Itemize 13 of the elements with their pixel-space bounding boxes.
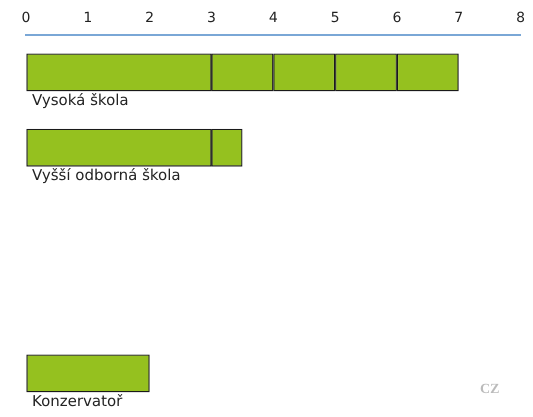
x-tick-label: 7 — [454, 10, 464, 26]
x-tick-label: 4 — [268, 10, 278, 26]
y-tick-label: Konzervatoř — [32, 392, 124, 410]
x-tick-label: 0 — [22, 10, 30, 26]
x-tick-label: 8 — [516, 10, 526, 26]
x-tick-label: 5 — [330, 10, 340, 26]
x-tick-label: 6 — [392, 10, 402, 26]
annotation: CZ — [480, 382, 500, 398]
x-tick-label: 1 — [83, 10, 92, 26]
y-tick-label: Vyšší odborná škola — [32, 166, 181, 184]
x-tick-label: 3 — [206, 10, 216, 26]
x-tick-label: 2 — [145, 10, 154, 26]
y-tick-label: Vysoká škola — [32, 90, 129, 109]
